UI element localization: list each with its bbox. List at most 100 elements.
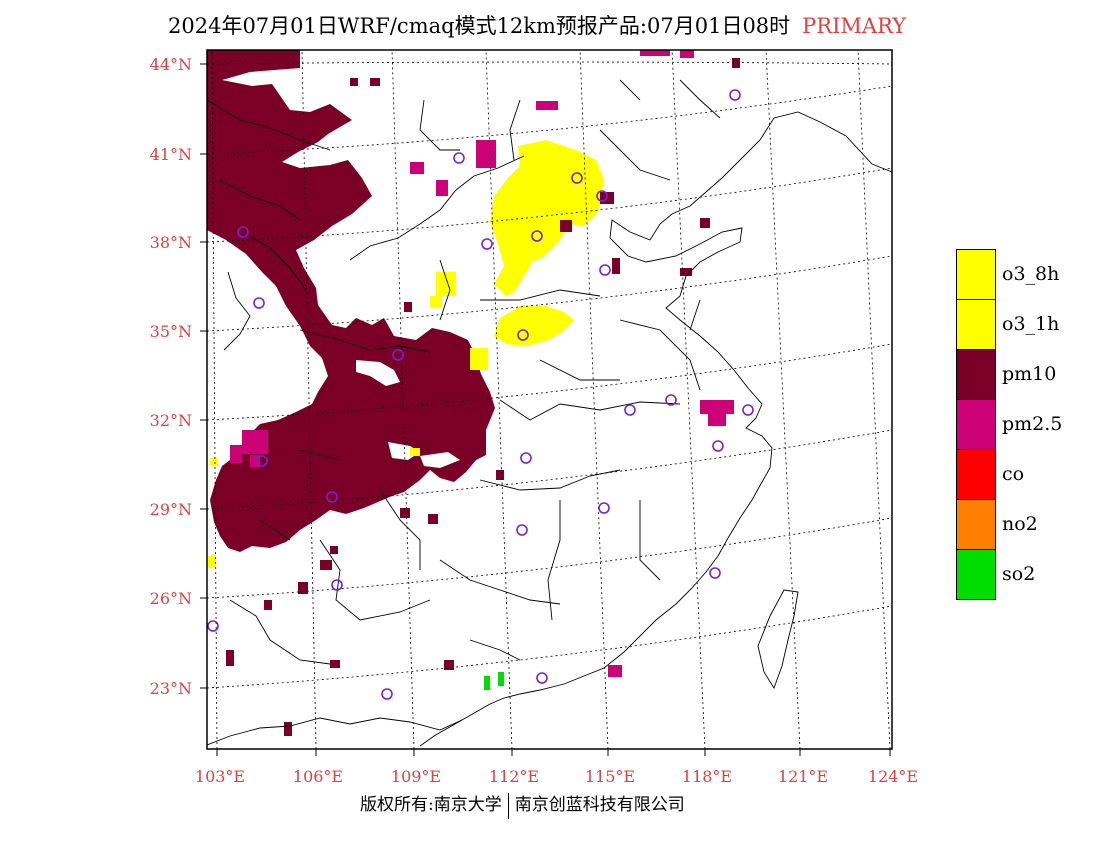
legend-item-no2: no2 [956,499,1100,550]
copyright-right: 南京创蓝科技有限公司 [514,795,685,815]
legend-item-co: co [956,449,1100,500]
pollution-layer [207,50,740,736]
taiwan [757,589,799,690]
circle-icon [531,230,543,242]
so2-patches [484,672,504,690]
circle-icon [742,404,754,416]
legend-label: o3_8h [1002,263,1060,285]
copyright-left: 版权所有:南京大学 [360,795,502,815]
legend-swatch [956,549,996,600]
circle-icon [598,502,610,514]
circle-icon [520,452,532,464]
circle-icon [536,672,548,684]
parallel-44 [207,61,892,65]
map-title: 2024年07月01日WRF/cmaq模式12km预报产品:07月01日08时 P… [168,10,906,40]
parallel-32 [207,343,892,421]
legend-item-pm10: pm10 [956,349,1100,400]
national-border [207,717,463,746]
meridian-121 [765,50,801,749]
legend-item-o3-1h: o3_1h [956,299,1100,350]
circle-icon [207,620,219,632]
meridian-109 [391,50,415,749]
meridian-112 [485,50,513,749]
lon-labels: 103°E 106°E 109°E 112°E 115°E 118°E 121°… [195,767,918,786]
lon-label: 115°E [585,767,635,786]
legend-label: o3_1h [1002,313,1060,335]
legend-swatch [956,299,996,350]
meridian-103 [211,50,218,749]
legend-swatch [956,249,996,300]
circle-icon [253,297,265,309]
circle-icon [453,152,465,164]
pm10-specks [226,58,740,736]
circle-icon [392,349,404,361]
legend-label: pm10 [1002,363,1057,385]
graticule [207,50,892,749]
lat-label: 26°N [150,589,192,608]
lon-label: 118°E [682,767,732,786]
lon-label: 121°E [778,767,828,786]
copyright-footer: 版权所有:南京大学 南京创蓝科技有限公司 [360,790,685,819]
meridian-118 [671,50,706,749]
pm10-north-region [207,50,494,552]
parallel-29 [207,429,892,510]
circle-icon [331,579,343,591]
o3-patches [208,140,604,568]
legend-label: co [1002,463,1025,485]
legend-label: so2 [1002,563,1036,585]
circle-icon [516,524,528,536]
coastline [419,111,892,747]
legend-label: pm2.5 [1002,413,1063,435]
meridian-124 [857,50,891,749]
legend-item-pm25: pm2.5 [956,399,1100,450]
lat-label: 44°N [150,55,192,74]
legend-swatch [956,499,996,550]
parallel-23 [207,605,892,689]
station-markers [207,89,754,700]
lon-label: 124°E [868,767,918,786]
legend-label: no2 [1002,513,1038,535]
circle-icon [624,404,636,416]
map-frame [206,49,893,750]
legend-swatch [956,449,996,500]
circle-icon [599,264,611,276]
parallel-41 [207,85,892,155]
pm25-patches [230,50,734,677]
circle-icon [256,455,268,467]
tick-marks [200,63,891,756]
parallel-38 [207,167,892,243]
legend-swatch [956,349,996,400]
lon-label: 109°E [391,767,441,786]
circle-icon [729,89,741,101]
lon-label: 112°E [489,767,539,786]
parallel-26 [207,517,892,599]
lat-label: 23°N [150,679,192,698]
circle-icon [712,440,724,452]
primary-tag: PRIMARY [802,14,907,38]
lat-labels: 44°N 41°N 38°N 35°N 32°N 29°N 26°N 23°N [150,55,192,698]
circle-icon [237,226,249,238]
lat-label: 35°N [150,322,192,341]
lat-label: 29°N [150,500,192,519]
circle-icon [571,172,583,184]
legend-swatch [956,399,996,450]
circle-icon [381,688,393,700]
boundaries [207,79,892,747]
legend-item-o3-8h: o3_8h [956,249,1100,300]
lon-label: 106°E [293,767,343,786]
footer-divider [507,792,509,819]
parallel-35 [207,255,892,332]
legend-item-so2: so2 [956,549,1100,600]
meridian-115 [579,50,609,749]
province-lines [207,79,721,665]
lat-label: 38°N [150,233,192,252]
circle-icon [481,238,493,250]
lat-label: 32°N [150,411,192,430]
circle-icon [517,329,529,341]
circle-icon [709,567,721,579]
circle-icon [665,394,677,406]
lon-label: 103°E [195,767,245,786]
circle-icon [596,190,608,202]
circle-icon [326,491,338,503]
